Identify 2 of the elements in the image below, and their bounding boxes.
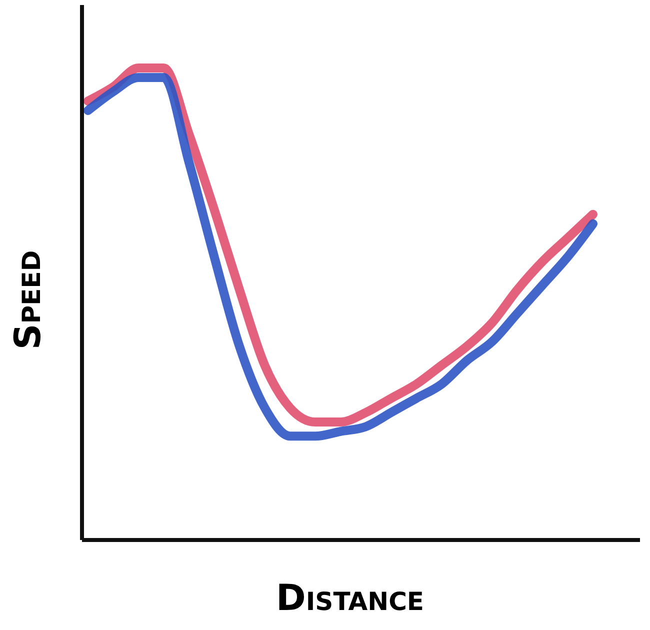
y-axis-title: Speed [8,250,49,350]
x-axis-title: Distance [276,578,424,619]
